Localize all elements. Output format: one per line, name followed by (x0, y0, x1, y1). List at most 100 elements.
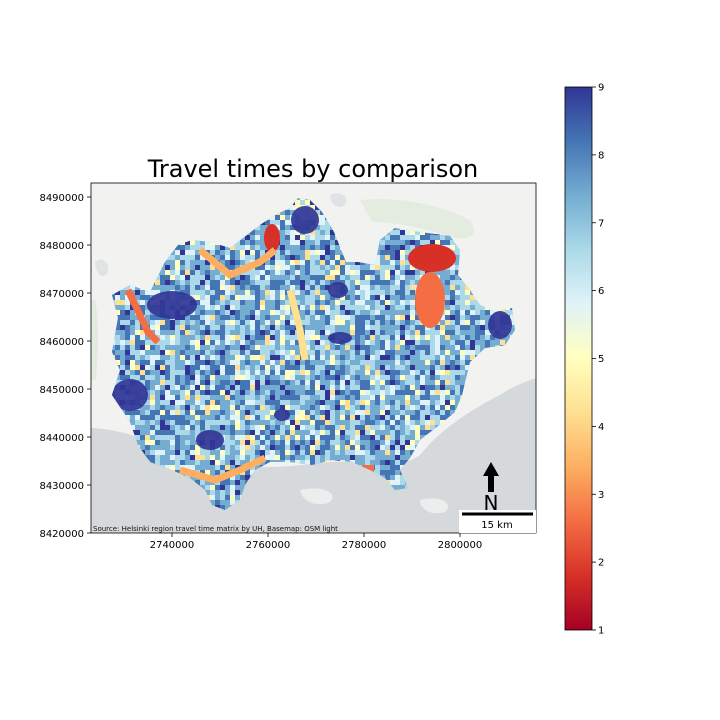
grid-cell (320, 415, 325, 420)
grid-cell (320, 435, 325, 440)
grid-cell (370, 420, 375, 425)
grid-cell (310, 205, 315, 210)
grid-cell (385, 415, 390, 420)
grid-cell (295, 390, 300, 395)
grid-cell (180, 270, 185, 275)
grid-cell (140, 425, 145, 430)
grid-cell (135, 420, 140, 425)
grid-cell (165, 435, 170, 440)
grid-cell (210, 305, 215, 310)
grid-cell (490, 310, 495, 315)
grid-cell (390, 430, 395, 435)
grid-cell (210, 410, 215, 415)
grid-cell (455, 385, 460, 390)
grid-cell (255, 415, 260, 420)
grid-cell (330, 235, 335, 240)
grid-cell (220, 370, 225, 375)
grid-cell (460, 355, 465, 360)
grid-cell (455, 315, 460, 320)
grid-cell (175, 345, 180, 350)
grid-cell (390, 400, 395, 405)
grid-cell (370, 435, 375, 440)
grid-cell (325, 430, 330, 435)
grid-cell (380, 275, 385, 280)
grid-cell (265, 410, 270, 415)
grid-cell (225, 325, 230, 330)
grid-cell (350, 380, 355, 385)
grid-cell (445, 415, 450, 420)
grid-cell (335, 250, 340, 255)
grid-cell (130, 335, 135, 340)
grid-cell (410, 445, 415, 450)
grid-cell (165, 395, 170, 400)
grid-cell (200, 255, 205, 260)
grid-cell (370, 450, 375, 455)
grid-cell (290, 255, 295, 260)
grid-cell (190, 380, 195, 385)
grid-cell (150, 400, 155, 405)
grid-cell (215, 410, 220, 415)
grid-cell (285, 360, 290, 365)
grid-cell (230, 425, 235, 430)
grid-cell (235, 325, 240, 330)
grid-cell (205, 245, 210, 250)
grid-cell (165, 385, 170, 390)
grid-cell (360, 415, 365, 420)
grid-cell (225, 450, 230, 455)
grid-cell (475, 345, 480, 350)
grid-cell (160, 280, 165, 285)
grid-cell (265, 360, 270, 365)
grid-cell (160, 285, 165, 290)
grid-cell (315, 365, 320, 370)
grid-cell (475, 335, 480, 340)
grid-cell (255, 320, 260, 325)
grid-cell (355, 370, 360, 375)
grid-cell (200, 240, 205, 245)
grid-cell (360, 430, 365, 435)
grid-cell (435, 345, 440, 350)
grid-cell (335, 420, 340, 425)
grid-cell (435, 395, 440, 400)
grid-cell (295, 405, 300, 410)
grid-cell (245, 350, 250, 355)
grid-cell (350, 295, 355, 300)
grid-cell (200, 265, 205, 270)
grid-cell (260, 400, 265, 405)
grid-cell (275, 290, 280, 295)
grid-cell (335, 260, 340, 265)
grid-cell (185, 355, 190, 360)
grid-cell (365, 415, 370, 420)
grid-cell (215, 335, 220, 340)
grid-cell (305, 315, 310, 320)
grid-cell (405, 230, 410, 235)
grid-cell (410, 425, 415, 430)
grid-cell (510, 315, 515, 320)
grid-cell (300, 450, 305, 455)
grid-cell (400, 300, 405, 305)
grid-cell (220, 420, 225, 425)
grid-cell (355, 335, 360, 340)
grid-cell (340, 455, 345, 460)
grid-cell (380, 340, 385, 345)
grid-cell (200, 405, 205, 410)
grid-cell (200, 280, 205, 285)
grid-cell (235, 425, 240, 430)
grid-cell (195, 290, 200, 295)
grid-cell (210, 365, 215, 370)
grid-cell (245, 245, 250, 250)
grid-cell (235, 480, 240, 485)
grid-cell (470, 320, 475, 325)
grid-cell (135, 425, 140, 430)
grid-cell (400, 380, 405, 385)
grid-cell (415, 345, 420, 350)
grid-cell (355, 280, 360, 285)
grid-cell (150, 430, 155, 435)
grid-cell (215, 320, 220, 325)
grid-cell (295, 350, 300, 355)
grid-cell (305, 335, 310, 340)
grid-cell (380, 470, 385, 475)
grid-cell (170, 425, 175, 430)
grid-cell (295, 230, 300, 235)
grid-cell (280, 215, 285, 220)
grid-cell (240, 250, 245, 255)
